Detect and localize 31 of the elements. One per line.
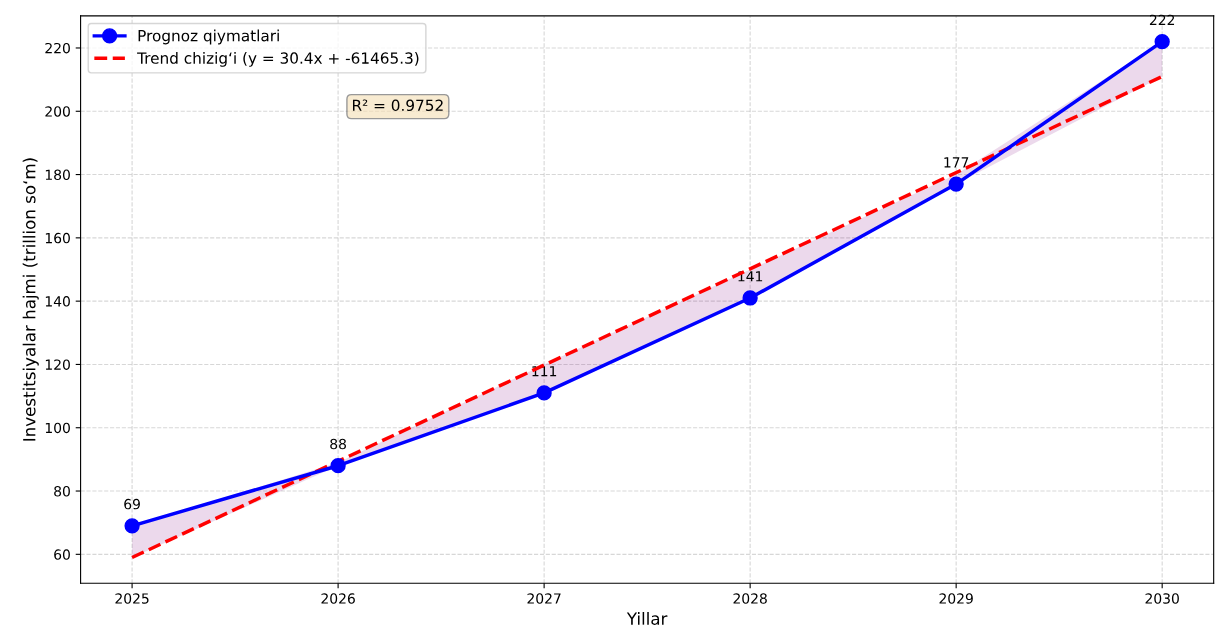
x-tick-label: 2027 <box>527 593 561 604</box>
point <box>1154 34 1170 50</box>
x-tick-label: 2026 <box>321 593 355 604</box>
y-tick-label: 60 <box>54 549 70 560</box>
x-axis-title: Yillar <box>626 612 668 625</box>
data-label: 69 <box>124 498 140 510</box>
y-tick-label: 200 <box>45 106 70 117</box>
y-tick-label: 100 <box>45 422 70 434</box>
annotation: R² = 0.9752 <box>352 99 443 112</box>
legend-label: Trend chizig‘i (y = 30.4x + -61465.3) <box>137 52 419 67</box>
data-label: 88 <box>330 438 346 450</box>
y-tick-label: 160 <box>45 232 70 244</box>
legend-label: Prognoz qiymatlari <box>138 29 279 45</box>
x-tick-label: 2028 <box>733 593 767 604</box>
y-tick-label: 80 <box>54 486 70 497</box>
y-tick-label: 120 <box>45 359 70 370</box>
point <box>330 458 346 474</box>
point <box>124 518 140 534</box>
x-tick-label: 2029 <box>939 593 973 604</box>
point <box>742 290 758 306</box>
y-tick-label: 140 <box>45 296 70 307</box>
point <box>536 385 552 401</box>
x-tick-label: 2030 <box>1145 593 1179 604</box>
y-tick-label: 180 <box>45 169 70 181</box>
point <box>948 176 964 192</box>
y-axis-title: Investitsiyalar hajmi (trillion so‘m) <box>22 158 39 441</box>
data-label: 141 <box>738 271 763 282</box>
data-label: 177 <box>944 157 969 168</box>
data-label: 222 <box>1149 14 1175 25</box>
x-tick-label: 2025 <box>115 593 149 604</box>
y-tick-label: 220 <box>45 42 70 54</box>
